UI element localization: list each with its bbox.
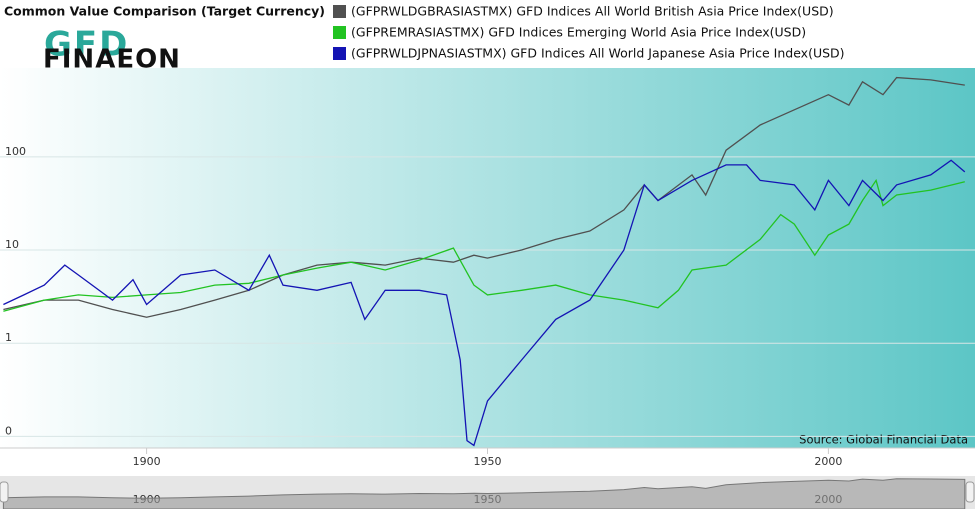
legend-label: (GFPRWLDJPNASIASTMX) GFD Indices All Wor…	[351, 46, 845, 61]
y-tick-label: 1	[5, 331, 12, 344]
series-line	[3, 159, 966, 447]
logo: FINAEON	[43, 45, 181, 75]
y-tick-label: 10	[5, 238, 19, 251]
legend-label: (GFPRWLDGBRASIASTMX) GFD Indices All Wor…	[351, 4, 834, 19]
legend-swatch	[333, 26, 346, 39]
x-tick-label: 2000	[814, 455, 842, 468]
series-line	[3, 76, 965, 318]
y-tick-label: 0	[5, 424, 12, 437]
legend-swatch	[333, 47, 346, 60]
logo: GFD	[44, 25, 129, 65]
series-line	[3, 178, 965, 312]
navigator-series	[2, 478, 966, 509]
chart-title: Common Value Comparison (Target Currency…	[4, 4, 325, 19]
legend-swatch	[333, 5, 346, 18]
x-tick-label: 1950	[474, 455, 502, 468]
source: Source: Global Financial Data	[799, 433, 968, 447]
y-tick-label: 100	[5, 145, 26, 158]
legend-label: (GFPREMRASIASTMX) GFD Indices Emerging W…	[351, 25, 806, 40]
navigator-handle[interactable]	[0, 481, 9, 503]
x-tick-label: 1900	[133, 455, 161, 468]
navigator-handle[interactable]	[965, 481, 975, 503]
